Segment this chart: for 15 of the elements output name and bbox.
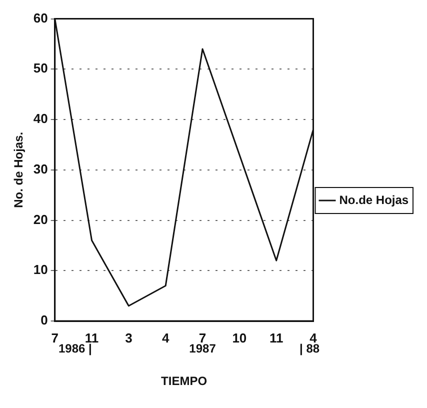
y-tick-label: 0 — [40, 312, 48, 328]
legend-label: No.de Hojas — [339, 192, 409, 207]
x-tick-label: 3 — [125, 330, 132, 346]
y-tick-label: 60 — [33, 10, 48, 26]
x-tick-label: 10 — [232, 330, 247, 346]
x-tick-label: 4 — [162, 330, 170, 346]
y-tick-label: 20 — [33, 212, 48, 227]
x-axis-title: TIEMPO — [161, 374, 208, 388]
y-tick-label: 40 — [33, 111, 48, 126]
y-axis-title: No. de Hojas. — [12, 132, 26, 208]
y-tick-label: 30 — [33, 161, 48, 176]
x-tick-label: 7 — [51, 330, 58, 346]
y-tick-label: 50 — [33, 60, 48, 76]
x-tick-label: 11 — [269, 330, 284, 346]
y-tick-label: 10 — [33, 262, 48, 278]
